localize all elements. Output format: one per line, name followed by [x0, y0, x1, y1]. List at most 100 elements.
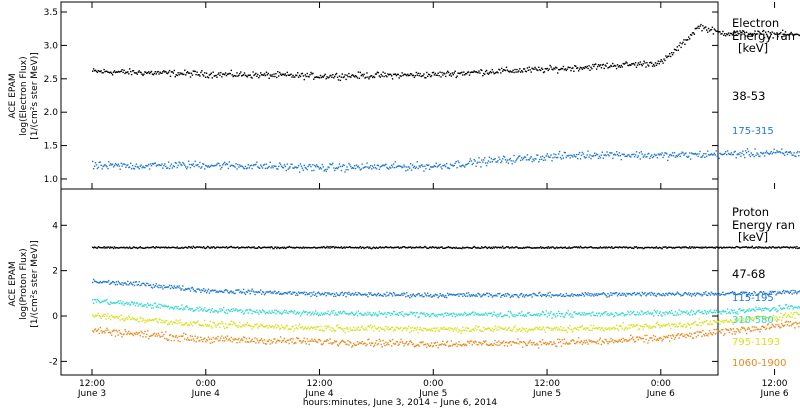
electron-point — [373, 76, 376, 79]
proton-point — [675, 246, 678, 249]
electron-point — [559, 68, 562, 70]
proton-point — [136, 284, 138, 286]
proton-point — [740, 291, 742, 294]
proton-point — [168, 247, 171, 249]
proton-point — [516, 246, 518, 248]
proton-point — [119, 319, 121, 321]
electron-point — [461, 71, 463, 74]
proton-point — [275, 246, 277, 248]
proton-point — [346, 246, 348, 248]
proton-point — [511, 294, 513, 297]
electron-point — [257, 73, 259, 76]
proton-point — [295, 247, 297, 249]
proton-point — [559, 315, 562, 317]
proton-point — [692, 293, 695, 296]
proton-point — [484, 328, 487, 330]
proton-point — [425, 246, 427, 248]
proton-point — [787, 305, 790, 308]
proton-point — [366, 314, 368, 316]
proton-point — [668, 246, 670, 248]
proton-point — [324, 292, 326, 294]
proton-point — [208, 308, 211, 311]
proton-point — [365, 294, 367, 296]
electron-point — [111, 163, 114, 165]
proton-point — [366, 329, 368, 331]
proton-point — [721, 247, 723, 249]
electron-point — [570, 69, 572, 72]
proton-point — [505, 295, 508, 297]
proton-point — [775, 294, 777, 296]
electron-point — [225, 162, 228, 165]
electron-point — [752, 34, 754, 36]
electron-point — [278, 75, 280, 77]
proton-point — [194, 290, 196, 292]
proton-point — [236, 309, 238, 311]
proton-point — [418, 293, 420, 295]
proton-point — [579, 314, 582, 316]
proton-point — [106, 298, 108, 301]
proton-point — [453, 294, 455, 296]
electron-point — [669, 53, 671, 55]
proton-point — [529, 314, 531, 316]
electron-point — [414, 75, 417, 77]
electron-point — [118, 71, 120, 73]
proton-point — [647, 246, 649, 249]
electron-point — [616, 153, 619, 156]
proton-point — [251, 246, 253, 248]
electron-point — [303, 78, 305, 81]
electron-point — [174, 76, 176, 78]
proton-point — [591, 293, 593, 295]
electron-point — [465, 73, 467, 75]
proton-point — [116, 247, 119, 249]
electron-point — [603, 154, 605, 156]
proton-point — [313, 327, 315, 329]
proton-point — [636, 311, 639, 313]
proton-point — [132, 318, 135, 320]
electron-point — [150, 165, 153, 167]
proton-point — [406, 246, 408, 249]
proton-point — [291, 293, 293, 295]
proton-point — [103, 315, 105, 318]
electron-point — [420, 164, 422, 167]
electron-point — [715, 30, 717, 32]
proton-point — [297, 294, 299, 296]
proton-point — [514, 325, 516, 327]
proton-point — [313, 291, 315, 293]
electron-point — [738, 153, 740, 156]
electron-point — [471, 71, 473, 73]
electron-point — [695, 154, 697, 156]
proton-point — [475, 313, 477, 315]
electron-point — [622, 62, 624, 65]
proton-point — [369, 326, 371, 328]
electron-point — [613, 65, 615, 67]
proton-point — [307, 326, 309, 328]
proton-point — [671, 312, 674, 314]
proton-point — [355, 294, 358, 296]
proton-point — [410, 295, 413, 298]
electron-point — [347, 75, 349, 78]
proton-point — [308, 246, 310, 249]
electron-point — [687, 39, 689, 41]
proton-point — [521, 247, 524, 249]
proton-point — [555, 247, 557, 249]
proton-point — [513, 294, 515, 296]
electron-ytick-label: 1.5 — [44, 142, 58, 152]
proton-point — [206, 290, 209, 292]
electron-point — [108, 161, 110, 163]
proton-point — [364, 293, 366, 295]
electron-point — [610, 152, 612, 154]
proton-point — [328, 292, 330, 294]
electron-point — [232, 75, 234, 78]
electron-point — [400, 165, 402, 168]
electron-point — [372, 165, 374, 167]
electron-point — [497, 72, 499, 74]
electron-point — [337, 166, 340, 168]
electron-point — [175, 74, 177, 76]
electron-point — [316, 76, 318, 78]
proton-point — [742, 310, 744, 312]
proton-point — [112, 281, 115, 283]
electron-point — [541, 68, 544, 70]
proton-point — [257, 311, 259, 314]
electron-point — [362, 75, 364, 77]
electron-point — [255, 163, 257, 165]
